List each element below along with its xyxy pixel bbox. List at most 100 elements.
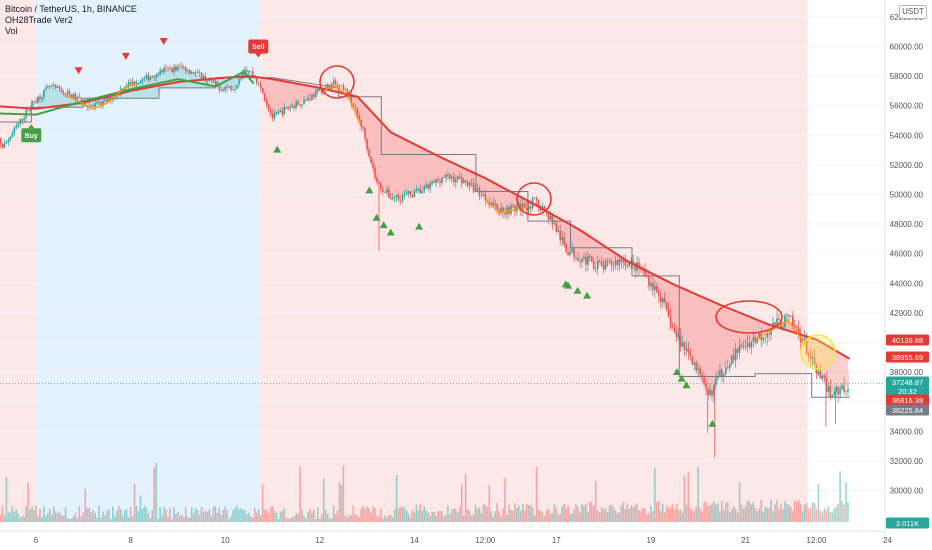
x-tick-label: 24 bbox=[883, 536, 892, 545]
currency-unit-label[interactable]: USDT bbox=[899, 5, 927, 19]
candle-body bbox=[792, 316, 794, 326]
candle-body bbox=[480, 195, 483, 196]
x-tick-label: 8 bbox=[128, 536, 133, 545]
volume-bar bbox=[313, 510, 315, 522]
volume-bar bbox=[322, 478, 325, 522]
volume-bar bbox=[579, 512, 581, 522]
y-tick-label: 54000.00 bbox=[890, 131, 924, 140]
volume-bar bbox=[456, 511, 459, 522]
volume-bar bbox=[813, 503, 816, 522]
candle-body bbox=[786, 314, 788, 316]
volume-bar bbox=[159, 506, 161, 522]
buy-signal-box bbox=[21, 128, 42, 143]
candle-body bbox=[250, 71, 252, 73]
candle-body bbox=[234, 88, 236, 90]
volume-bar bbox=[531, 507, 534, 522]
candle-body bbox=[145, 75, 148, 78]
volume-bar bbox=[19, 517, 22, 522]
volume-bar bbox=[587, 511, 589, 522]
volume-bar bbox=[133, 483, 136, 522]
volume-bar bbox=[433, 511, 435, 522]
candle-body bbox=[843, 385, 845, 392]
volume-bar bbox=[685, 504, 688, 522]
candle-body bbox=[736, 348, 739, 353]
candle-body bbox=[766, 333, 768, 338]
y-tick-label: 48000.00 bbox=[890, 220, 924, 229]
volume-bar bbox=[650, 506, 652, 522]
x-tick-label: 12 bbox=[315, 536, 324, 545]
candle-body bbox=[776, 318, 778, 329]
candle-body bbox=[563, 237, 565, 245]
candle-body bbox=[608, 261, 611, 262]
candle-body bbox=[37, 96, 39, 103]
candle-body bbox=[391, 197, 394, 200]
volume-bar bbox=[533, 515, 536, 522]
volume-bar bbox=[788, 504, 790, 522]
candle-body bbox=[281, 110, 284, 115]
volume-bar bbox=[756, 511, 759, 522]
candle-body bbox=[793, 325, 796, 327]
trend-background bbox=[0, 0, 808, 522]
volume-bar bbox=[709, 505, 711, 522]
candle-body bbox=[419, 188, 422, 194]
volume-bar bbox=[242, 509, 244, 522]
volume-bar bbox=[447, 505, 449, 522]
candle-body bbox=[829, 386, 832, 398]
volume-bar bbox=[772, 511, 774, 522]
volume-bar bbox=[581, 504, 583, 522]
volume-bar bbox=[307, 511, 309, 522]
volume-bar bbox=[801, 511, 804, 522]
volume-bar bbox=[719, 510, 721, 522]
volume-bar bbox=[23, 517, 25, 522]
candle-body bbox=[730, 355, 733, 365]
candle-body bbox=[135, 83, 138, 85]
volume-bar bbox=[545, 510, 548, 522]
volume-bar bbox=[212, 506, 215, 522]
volume-bar bbox=[500, 516, 502, 522]
volume-bar bbox=[246, 514, 248, 522]
volume-bar bbox=[119, 508, 122, 522]
volume-bar bbox=[683, 475, 686, 522]
candle-body bbox=[581, 258, 583, 263]
buy-arrow bbox=[273, 145, 282, 153]
volume-bar bbox=[214, 505, 217, 522]
candle-body bbox=[462, 180, 465, 184]
candle-body bbox=[366, 138, 368, 150]
buy-signal: Buy bbox=[21, 124, 42, 143]
volume-bar bbox=[577, 507, 579, 522]
volume-bar bbox=[496, 502, 498, 522]
candle-body bbox=[0, 138, 2, 145]
volume-bar bbox=[506, 514, 508, 522]
volume-bar bbox=[153, 467, 156, 522]
volume-bar bbox=[273, 511, 276, 522]
volume-bar bbox=[606, 512, 609, 522]
volume-bar bbox=[108, 509, 110, 522]
volume-bar bbox=[186, 517, 189, 522]
volume-indicator-name[interactable]: Vol bbox=[5, 26, 18, 36]
candle-body bbox=[279, 110, 282, 113]
candle-body bbox=[464, 180, 467, 183]
volume-bar bbox=[80, 516, 83, 522]
volume-bar bbox=[512, 510, 514, 522]
candle-body bbox=[273, 113, 276, 119]
volume-bar bbox=[673, 509, 676, 522]
candle-body bbox=[437, 179, 439, 181]
volume-bar bbox=[604, 508, 607, 522]
volume-bar bbox=[661, 503, 664, 522]
candle-body bbox=[549, 215, 552, 220]
volume-bar bbox=[25, 506, 27, 522]
y-tick-label: 32000.00 bbox=[890, 457, 924, 466]
volume-bar bbox=[210, 515, 213, 522]
indicator-name[interactable]: OH28Trade Ver2 bbox=[5, 15, 73, 25]
candle-body bbox=[307, 98, 309, 101]
candle-body bbox=[64, 93, 67, 95]
symbol-title[interactable]: Bitcoin / TetherUS, 1h, BINANCE bbox=[5, 4, 137, 14]
candle-body bbox=[638, 262, 640, 269]
candle-body bbox=[703, 377, 705, 383]
volume-bar bbox=[413, 512, 416, 522]
candle-body bbox=[173, 66, 175, 72]
volume-bar bbox=[21, 515, 24, 522]
volume-bar bbox=[263, 509, 266, 522]
candle-body bbox=[224, 87, 226, 91]
